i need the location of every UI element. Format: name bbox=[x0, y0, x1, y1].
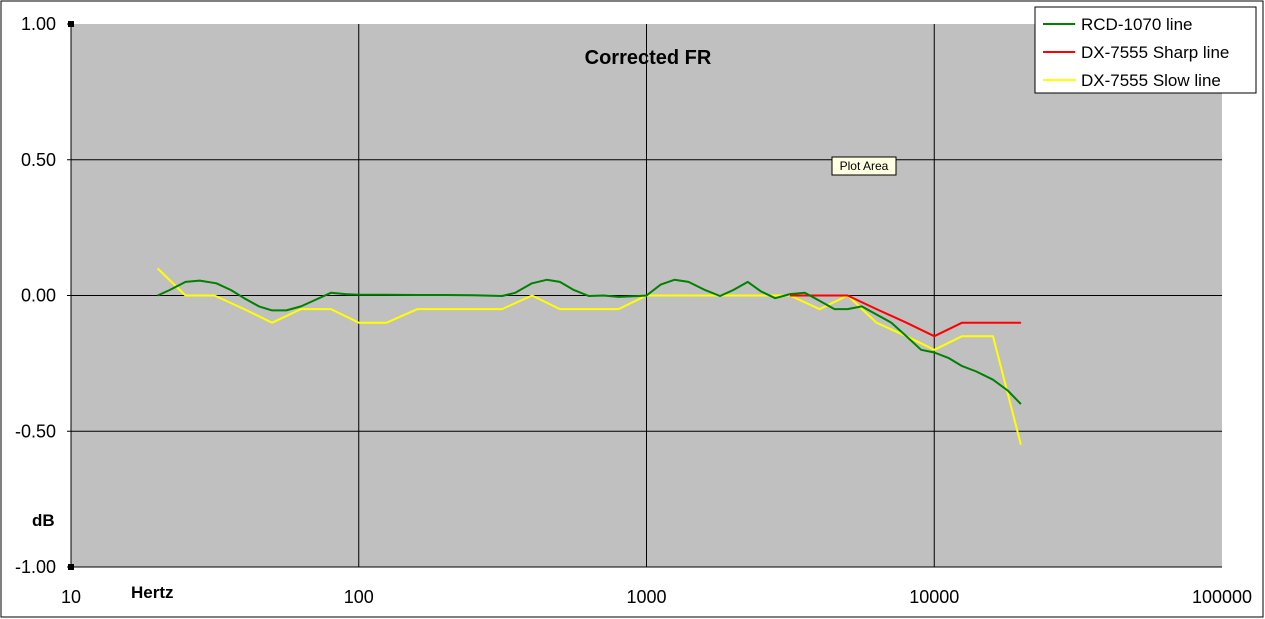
chart-title: Corrected FR bbox=[585, 47, 712, 69]
legend-box bbox=[1034, 6, 1257, 94]
series-line-1[interactable] bbox=[789, 294, 1021, 338]
tooltip-label: Plot Area bbox=[840, 159, 889, 173]
series-line-0[interactable] bbox=[157, 278, 1022, 405]
x-tick-label: 100 bbox=[344, 587, 374, 607]
x-tick-label: 1000 bbox=[626, 587, 666, 607]
y-axis-title: dB bbox=[32, 511, 55, 530]
series-line-2[interactable] bbox=[156, 267, 1022, 446]
series-lines bbox=[156, 267, 1022, 446]
legend-entry: DX-7555 Sharp line bbox=[1081, 43, 1229, 62]
selection-handle[interactable] bbox=[68, 21, 74, 27]
selection-handle[interactable] bbox=[68, 564, 74, 570]
y-tick-label: -0.50 bbox=[15, 421, 56, 441]
axes: 10 100 1000 10000 100000 1.00 0.50 0.00 -0.50 -1.… bbox=[15, 14, 1252, 607]
y-tick-label: 1.00 bbox=[21, 14, 56, 34]
x-tick-label: 10000 bbox=[909, 587, 959, 607]
x-tick-label: 10 bbox=[61, 587, 81, 607]
plot-area-tooltip: Plot Area bbox=[831, 156, 897, 176]
legend-entry: RCD-1070 line bbox=[1081, 15, 1193, 34]
x-axis-title: Hertz bbox=[131, 583, 174, 602]
legend[interactable]: RCD-1070 line DX-7555 Sharp line DX-7555 S… bbox=[1034, 6, 1257, 94]
tooltip-box bbox=[831, 156, 897, 176]
y-tick-label: 0.00 bbox=[21, 286, 56, 306]
y-tick-label: -1.00 bbox=[15, 557, 56, 577]
x-tick-label: 100000 bbox=[1192, 587, 1252, 607]
y-tick-label: 0.50 bbox=[21, 150, 56, 170]
legend-entry: DX-7555 Slow line bbox=[1081, 71, 1221, 90]
